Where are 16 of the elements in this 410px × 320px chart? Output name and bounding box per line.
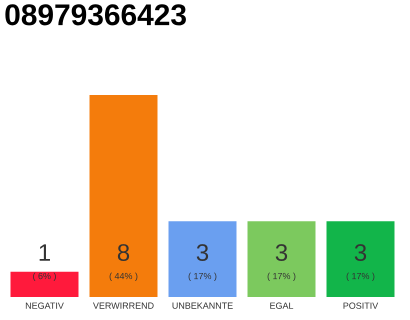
data-label: 8 [118, 244, 130, 262]
data-label: 3 [354, 244, 366, 262]
data-label: 1 [40, 244, 50, 261]
x-tick-label: UNBEKANNTE [172, 302, 233, 309]
annotation: ( 17% ) [188, 272, 216, 281]
annotation: ( 17% ) [268, 272, 296, 281]
x-tick-label: VERWIRREND [92, 302, 154, 309]
annotation: ( 17% ) [346, 272, 374, 281]
x-tick-label: POSITIV [344, 302, 378, 309]
x-tick-label: NEGATIV [26, 302, 64, 309]
data-label: 3 [276, 244, 288, 262]
annotation: ( 44% ) [110, 272, 138, 281]
annotation: ( 6% ) [33, 272, 56, 281]
data-label: 3 [196, 244, 208, 262]
x-tick-label: EGAL [270, 302, 294, 309]
chart-title: 08979366423 [5, 4, 186, 26]
